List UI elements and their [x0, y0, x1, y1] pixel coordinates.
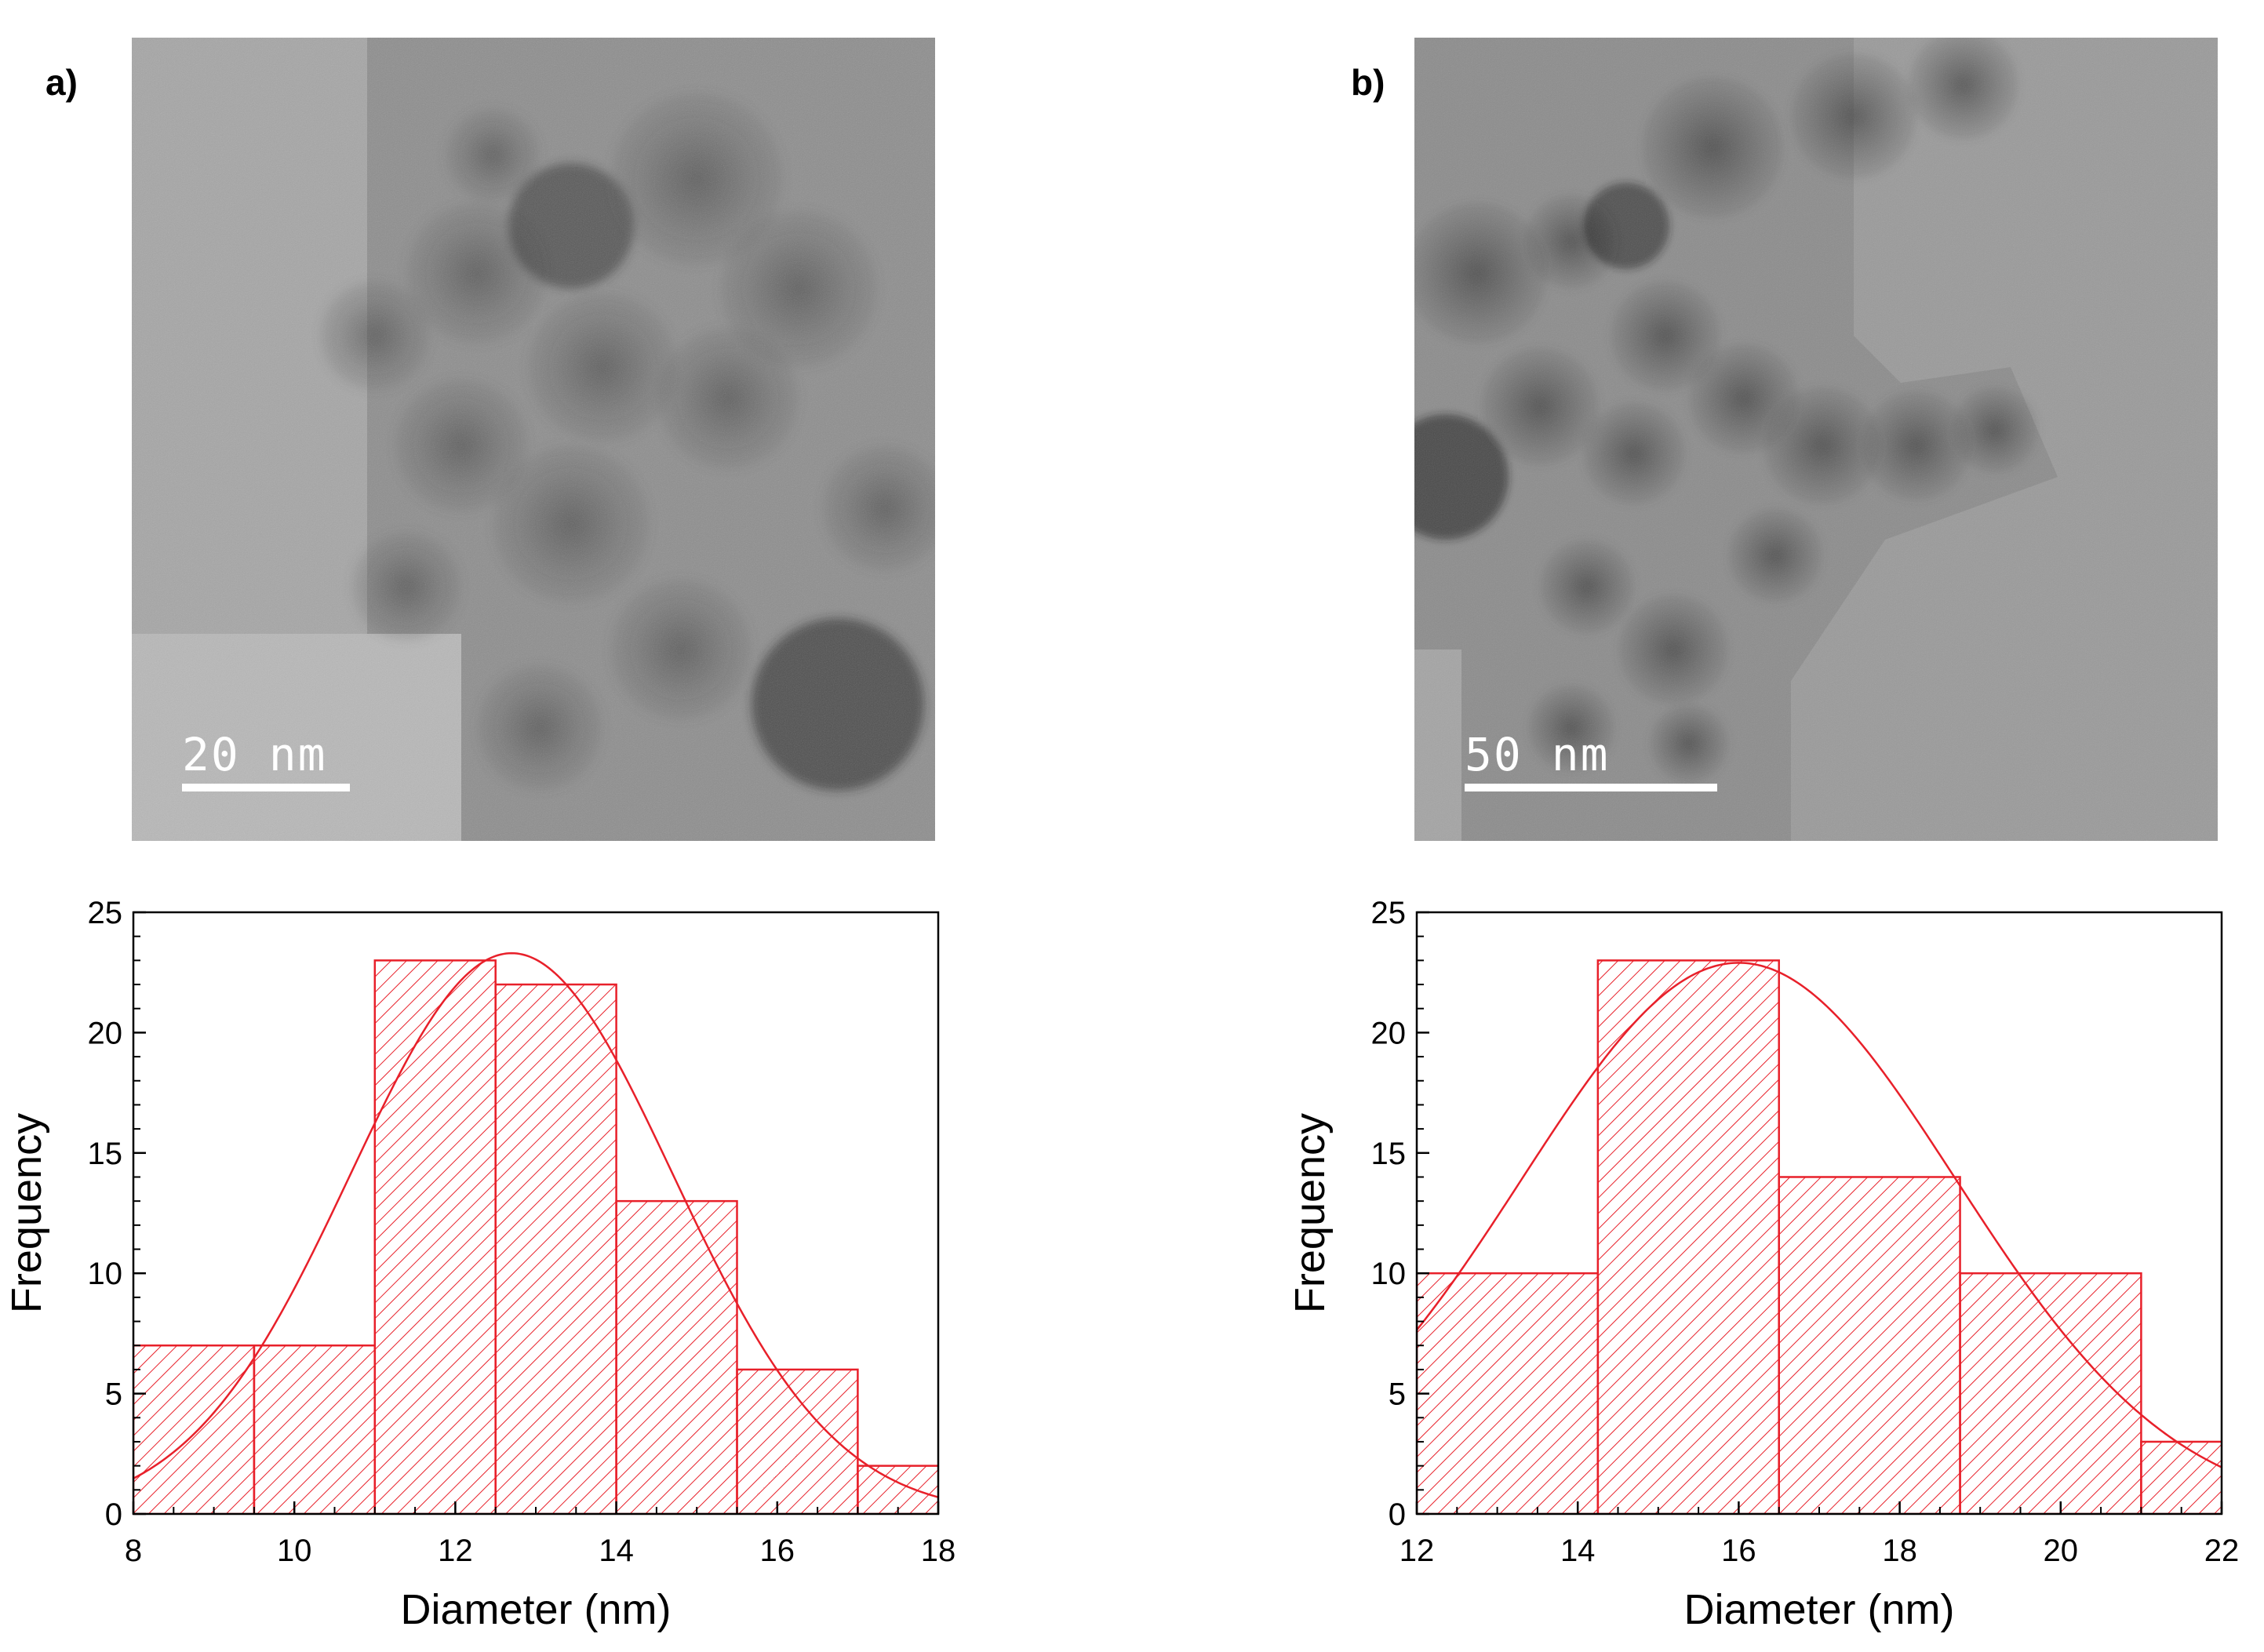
y-tick-label: 5 — [1389, 1377, 1406, 1412]
histogram-bar — [253, 1344, 377, 1514]
x-tick-label: 16 — [760, 1534, 795, 1568]
histogram-bar — [857, 1465, 938, 1514]
plot-area — [1417, 959, 2222, 1514]
y-tick-label: 15 — [1371, 1137, 1407, 1171]
histogram-bar — [494, 983, 617, 1514]
y-tick-label: 0 — [1389, 1497, 1406, 1532]
plot-area — [133, 952, 938, 1514]
x-tick-label: 14 — [599, 1534, 634, 1568]
histogram-bar — [615, 1199, 738, 1514]
y-axis-label: Frequency — [3, 1113, 50, 1313]
histogram-bar — [1417, 1272, 1600, 1514]
x-tick-label: 12 — [438, 1534, 473, 1568]
y-tick-label: 20 — [1371, 1016, 1407, 1050]
tem-image-b: 50 nm — [1414, 38, 2218, 841]
y-tick-label: 20 — [88, 1016, 123, 1050]
x-axis-label: Diameter (nm) — [1683, 1586, 1954, 1633]
panel-label-a: a) — [45, 62, 78, 103]
histogram-a: 8 10 12 14 16 18 0 5 10 15 20 25 Diameter (nm) Freque… — [3, 896, 956, 1633]
x-tick-label: 22 — [2204, 1534, 2240, 1568]
histogram-bar — [133, 1344, 256, 1514]
histogram-bar — [1959, 1272, 2142, 1514]
x-tick-label: 20 — [2044, 1534, 2079, 1568]
histogram-bar — [1596, 959, 1780, 1514]
x-tick-label: 16 — [1721, 1534, 1756, 1568]
scale-bar-label-b: 50 nm — [1465, 728, 1610, 781]
y-tick-label: 10 — [88, 1257, 123, 1291]
y-tick-label: 10 — [1371, 1257, 1407, 1291]
histogram-b: 12 14 16 18 20 22 0 5 10 15 20 25 Diameter (nm) Frequ… — [1287, 896, 2240, 1633]
x-tick-label: 10 — [277, 1534, 312, 1568]
y-tick-label: 25 — [88, 896, 123, 930]
panel-label-b: b) — [1351, 62, 1385, 103]
tem-micrograph-b — [1414, 38, 2218, 841]
y-tick-label: 25 — [1371, 896, 1407, 930]
y-tick-label: 15 — [88, 1137, 123, 1171]
x-axis-label: Diameter (nm) — [400, 1586, 671, 1633]
scale-bar-a — [182, 784, 350, 791]
histogram-bar — [2140, 1440, 2222, 1514]
x-tick-label: 14 — [1560, 1534, 1596, 1568]
y-tick-label: 5 — [105, 1377, 122, 1412]
gaussian-fit-curve — [1417, 962, 2222, 1468]
histogram-bar — [736, 1368, 859, 1514]
y-axis-label: Frequency — [1287, 1113, 1334, 1313]
scale-bar-b — [1465, 784, 1717, 791]
x-tick-label: 12 — [1400, 1534, 1435, 1568]
tem-image-a: 20 nm — [132, 38, 935, 841]
gaussian-fit-curve — [133, 952, 938, 1498]
histogram-bar — [373, 959, 497, 1514]
scale-bar-label-a: 20 nm — [182, 728, 327, 781]
histogram-bar — [1778, 1176, 1961, 1514]
x-tick-label: 18 — [1882, 1534, 1917, 1568]
y-tick-label: 0 — [105, 1497, 122, 1532]
x-tick-label: 8 — [125, 1534, 142, 1568]
x-tick-label: 18 — [921, 1534, 956, 1568]
tem-micrograph-a — [132, 38, 935, 841]
